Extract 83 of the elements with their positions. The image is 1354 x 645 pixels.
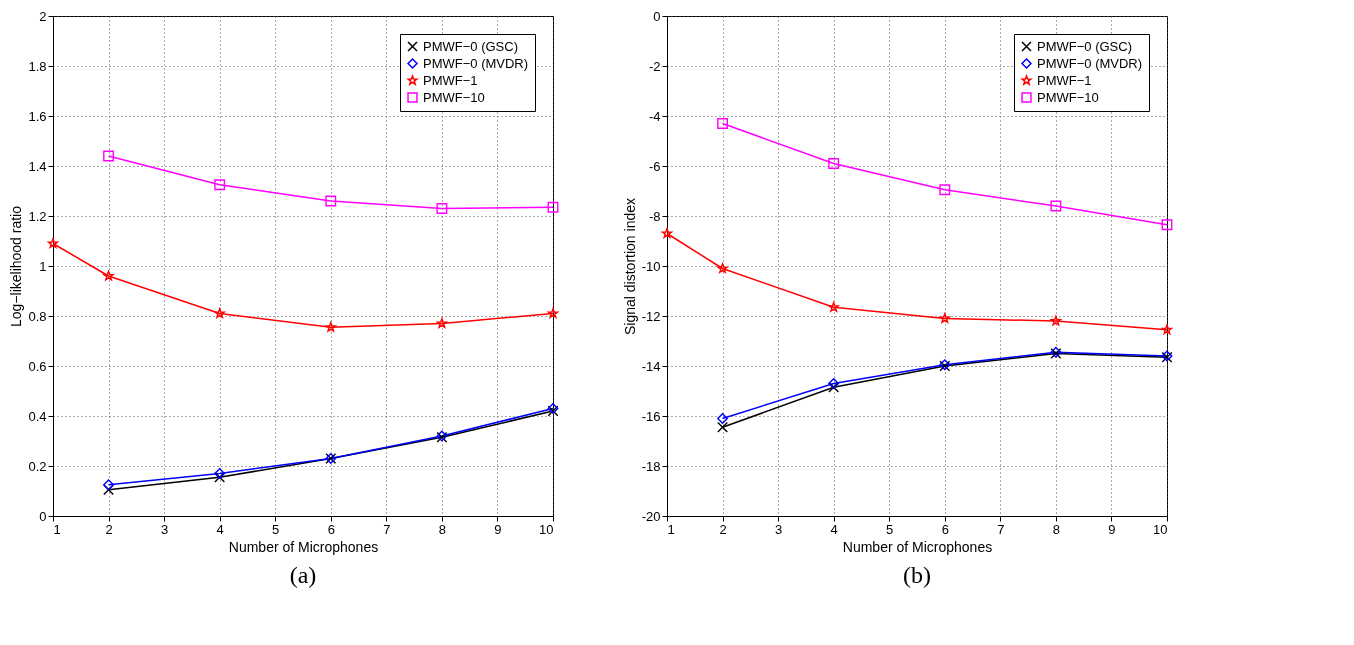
x-tick-label: 2 bbox=[105, 521, 113, 537]
y-tick-label: -2 bbox=[648, 58, 661, 74]
x-tick-label: 3 bbox=[160, 521, 169, 537]
y-tick-label: 0 bbox=[653, 8, 661, 24]
point bbox=[547, 201, 559, 213]
y-tick-label: 0 bbox=[39, 508, 47, 524]
point bbox=[717, 413, 728, 424]
point bbox=[1161, 219, 1173, 231]
legend-label: PMWF−1 bbox=[1037, 72, 1092, 88]
point bbox=[214, 468, 226, 479]
y-tick-label: -18 bbox=[641, 458, 661, 474]
y-tick-label: -12 bbox=[641, 308, 661, 324]
point bbox=[214, 471, 226, 483]
x-tick-label: 7 bbox=[383, 521, 391, 537]
x-tick-label: 5 bbox=[886, 521, 894, 537]
y-tick-label: 0.2 bbox=[28, 458, 47, 474]
x-axis-title: Number of Microphones bbox=[228, 538, 379, 555]
x-axis-title: Number of Microphones bbox=[842, 538, 993, 555]
y-tick-label: 1 bbox=[39, 258, 47, 274]
point bbox=[828, 158, 840, 169]
point bbox=[717, 421, 728, 433]
point bbox=[214, 308, 225, 319]
y-tick-label: 2 bbox=[39, 8, 47, 24]
point bbox=[103, 270, 114, 281]
point bbox=[661, 228, 673, 239]
y-tick-label: 0.8 bbox=[28, 308, 47, 324]
point bbox=[436, 203, 448, 214]
y-tick-label: -20 bbox=[641, 508, 661, 524]
x-tick-label: 9 bbox=[1108, 521, 1116, 537]
point bbox=[1161, 324, 1173, 335]
x-tick-label: 6 bbox=[327, 521, 335, 537]
y-axis-title: Log−likelihood ratio bbox=[8, 205, 25, 328]
point bbox=[939, 184, 951, 196]
y-tick-label: 1.6 bbox=[28, 108, 47, 124]
point bbox=[214, 179, 226, 191]
y-tick-label: -14 bbox=[641, 358, 661, 374]
x-tick-label: 6 bbox=[941, 521, 949, 537]
legend-label: PMWF−0 (GSC) bbox=[423, 38, 518, 54]
point bbox=[103, 150, 114, 162]
x-tick-label: 8 bbox=[1052, 521, 1061, 537]
x-tick-label: 1 bbox=[53, 521, 61, 537]
y-axis-title: Signal distortion index bbox=[621, 198, 638, 335]
y-tick-label: 0.4 bbox=[28, 408, 47, 424]
x-tick-label: 10 bbox=[1153, 521, 1168, 537]
point bbox=[436, 318, 448, 329]
legend-label: PMWF−10 bbox=[423, 89, 485, 105]
legend-label: PMWF−0 (MVDR) bbox=[423, 55, 529, 71]
y-tick-label: 0.6 bbox=[28, 358, 47, 374]
x-tick-label: 10 bbox=[539, 521, 554, 537]
x-tick-label: 5 bbox=[272, 521, 280, 537]
x-tick-label: 8 bbox=[438, 521, 447, 537]
point bbox=[717, 118, 728, 129]
legend-label: PMWF−1 bbox=[423, 72, 478, 88]
point bbox=[1050, 315, 1062, 326]
y-tick-label: -16 bbox=[641, 408, 661, 424]
y-tick-label: -10 bbox=[641, 258, 661, 274]
point bbox=[325, 195, 337, 207]
x-tick-label: 4 bbox=[216, 521, 224, 537]
legend-label: PMWF−0 (GSC) bbox=[1037, 38, 1132, 54]
x-tick-label: 7 bbox=[997, 521, 1005, 537]
y-tick-label: -6 bbox=[648, 158, 661, 174]
x-tick-label: 4 bbox=[830, 521, 838, 537]
x-tick-label: 1 bbox=[667, 521, 675, 537]
y-tick-label: 1.4 bbox=[28, 158, 47, 174]
point bbox=[828, 301, 839, 312]
point bbox=[717, 263, 728, 274]
y-tick-label: 1.2 bbox=[28, 208, 47, 224]
y-tick-label: 1.8 bbox=[28, 58, 47, 74]
text: (a) bbox=[289, 562, 317, 588]
legend-label: PMWF−10 bbox=[1037, 89, 1099, 105]
x-tick-label: 9 bbox=[494, 521, 502, 537]
x-tick-label: 2 bbox=[719, 521, 727, 537]
point bbox=[828, 381, 840, 393]
legend-label: PMWF−0 (MVDR) bbox=[1037, 55, 1143, 71]
point bbox=[47, 238, 59, 249]
y-tick-label: -4 bbox=[648, 108, 661, 124]
y-tick-label: -8 bbox=[648, 208, 661, 224]
point bbox=[1050, 200, 1062, 212]
point bbox=[828, 378, 840, 389]
point bbox=[103, 479, 114, 491]
text: (b) bbox=[903, 562, 931, 588]
x-tick-label: 3 bbox=[774, 521, 783, 537]
point bbox=[547, 308, 559, 319]
